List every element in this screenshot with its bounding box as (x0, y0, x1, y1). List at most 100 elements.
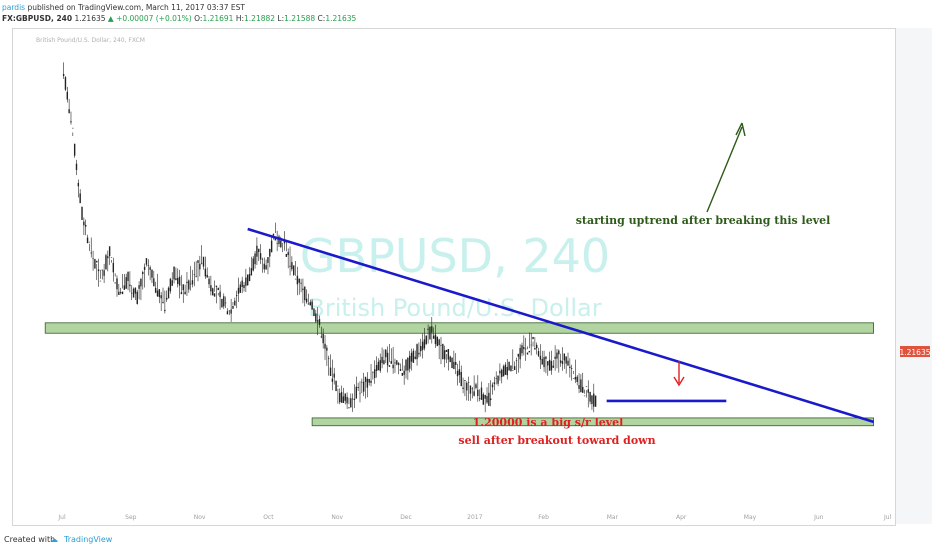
candle-body (344, 393, 346, 401)
candle-body (329, 367, 332, 377)
candle-body (154, 287, 157, 293)
published-text: published on TradingView.com, March 11, … (27, 3, 245, 12)
candle-body (547, 361, 549, 366)
candle-body (530, 344, 532, 346)
candle-body (582, 386, 584, 393)
candle-body (226, 311, 229, 315)
candle-body (567, 360, 569, 366)
candle-body (180, 292, 183, 295)
candle-body (593, 393, 595, 407)
candle-body (177, 277, 179, 285)
candle-body (390, 361, 392, 364)
candle-body (580, 379, 582, 393)
candle-body (208, 278, 210, 285)
candle-body (318, 319, 321, 325)
candle-body (537, 351, 540, 356)
candle-body (62, 74, 65, 77)
candle-body (182, 284, 184, 291)
candle-body (396, 360, 398, 365)
candle-body (526, 352, 529, 355)
candle-body (79, 193, 81, 204)
candle-body (278, 236, 280, 245)
candle-body (217, 287, 219, 291)
candle-body (370, 380, 372, 383)
created-with-text: Created with (4, 535, 56, 544)
candle-body (103, 270, 105, 276)
candle-body (550, 361, 553, 371)
symbol-label: FX:GBPUSD, 240 (2, 14, 73, 23)
high-label: H: (235, 14, 245, 23)
footer: Created with ☁ TradingView (0, 530, 932, 550)
candle-body (491, 384, 494, 388)
chart-subtitle: British Pound/U.S. Dollar, 240, FXCM (36, 37, 145, 44)
tradingview-logo-icon[interactable]: ☁ (50, 535, 58, 544)
candle-body (305, 298, 308, 303)
candle-body (559, 360, 562, 363)
candle-body (495, 378, 497, 380)
candle-body (471, 388, 473, 390)
candle-body (583, 395, 586, 397)
candle-body (153, 278, 155, 287)
candle-body (335, 380, 337, 392)
chart-area[interactable] (12, 28, 896, 526)
candle-body (254, 253, 256, 265)
candle-body (311, 301, 313, 310)
x-tick-label: Apr (676, 514, 687, 521)
candle-body (320, 336, 323, 338)
candle-body (99, 280, 102, 282)
candle-body (68, 109, 70, 114)
candle-body (410, 352, 413, 362)
author-link[interactable]: pardis (2, 3, 26, 12)
candle-body (265, 265, 267, 270)
candle-body (245, 277, 247, 286)
candle-body (375, 365, 378, 371)
tradingview-brand[interactable]: TradingView (64, 535, 113, 544)
candle-body (110, 257, 113, 258)
candle-body (541, 358, 543, 365)
candle-body (239, 284, 242, 293)
candle-body (425, 335, 427, 345)
candle-body (434, 334, 437, 345)
candle-body (455, 362, 457, 365)
lines (247, 122, 874, 424)
candle-body (167, 287, 170, 299)
candle-body (508, 361, 510, 371)
candle-body (517, 353, 520, 357)
candle-body (456, 370, 459, 377)
candle-body (96, 260, 98, 263)
candle-body (536, 344, 538, 349)
watermark-name: British Pound/U.S. Dollar (308, 294, 601, 322)
candle-body (267, 257, 269, 263)
candle-body (467, 382, 470, 383)
uptrend-annotation: starting uptrend after breaking this lev… (576, 214, 831, 227)
candle-body (119, 292, 122, 294)
candle-body (486, 396, 488, 403)
candle-body (94, 259, 96, 269)
candle-body (92, 258, 94, 260)
price-axis[interactable] (896, 28, 932, 524)
candle-body (383, 360, 385, 365)
candle-body (81, 206, 83, 220)
candle-body (364, 376, 367, 382)
candle-body (561, 361, 564, 365)
candle-body (269, 248, 271, 257)
x-tick-label: Jul (57, 514, 66, 521)
candle-body (118, 291, 120, 295)
descending-trendline (247, 227, 874, 424)
candle-body (274, 237, 277, 241)
candle-body (440, 345, 442, 346)
candle-body (197, 260, 199, 263)
candle-body (552, 365, 554, 368)
candle-body (162, 301, 164, 304)
chart-header: pardis published on TradingView.com, Mar… (2, 2, 922, 28)
candle-body (326, 347, 328, 351)
candle-body (512, 369, 514, 371)
candle-body (506, 367, 508, 376)
candle-body (523, 347, 525, 350)
candle-body (246, 274, 249, 286)
candle-body (585, 386, 588, 387)
candle-body (333, 373, 335, 378)
candle-body (307, 303, 310, 305)
candle-body (188, 280, 190, 290)
